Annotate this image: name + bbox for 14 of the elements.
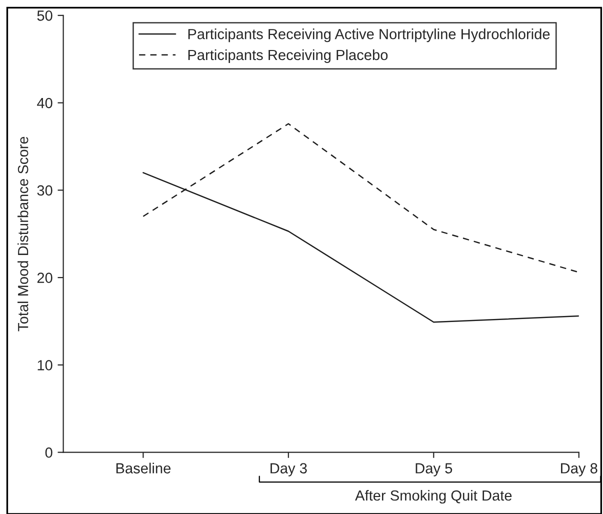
- y-axis-title: Total Mood Disturbance Score: [18, 136, 28, 332]
- x-tick-label: Day 8: [561, 463, 598, 476]
- x-tick-label: Day 5: [416, 463, 452, 476]
- y-tick-label: 30: [37, 185, 52, 196]
- y-tick-label: 50: [37, 10, 52, 21]
- y-tick-label: 10: [38, 360, 52, 370]
- legend-label: Participants Receiving Placebo: [188, 49, 388, 64]
- text: After Smoking Quit Date: [355, 490, 512, 504]
- y-tick-label: 20: [37, 272, 52, 283]
- y-tick-label: 0: [45, 447, 52, 458]
- x-tick-label: Baseline: [116, 462, 171, 474]
- legend-label: Participants Receiving Active Nortriptyline Hydrochloride: [188, 28, 550, 42]
- y-tick-label: 40: [37, 98, 52, 108]
- x-tick-label: Day 3: [270, 463, 307, 476]
